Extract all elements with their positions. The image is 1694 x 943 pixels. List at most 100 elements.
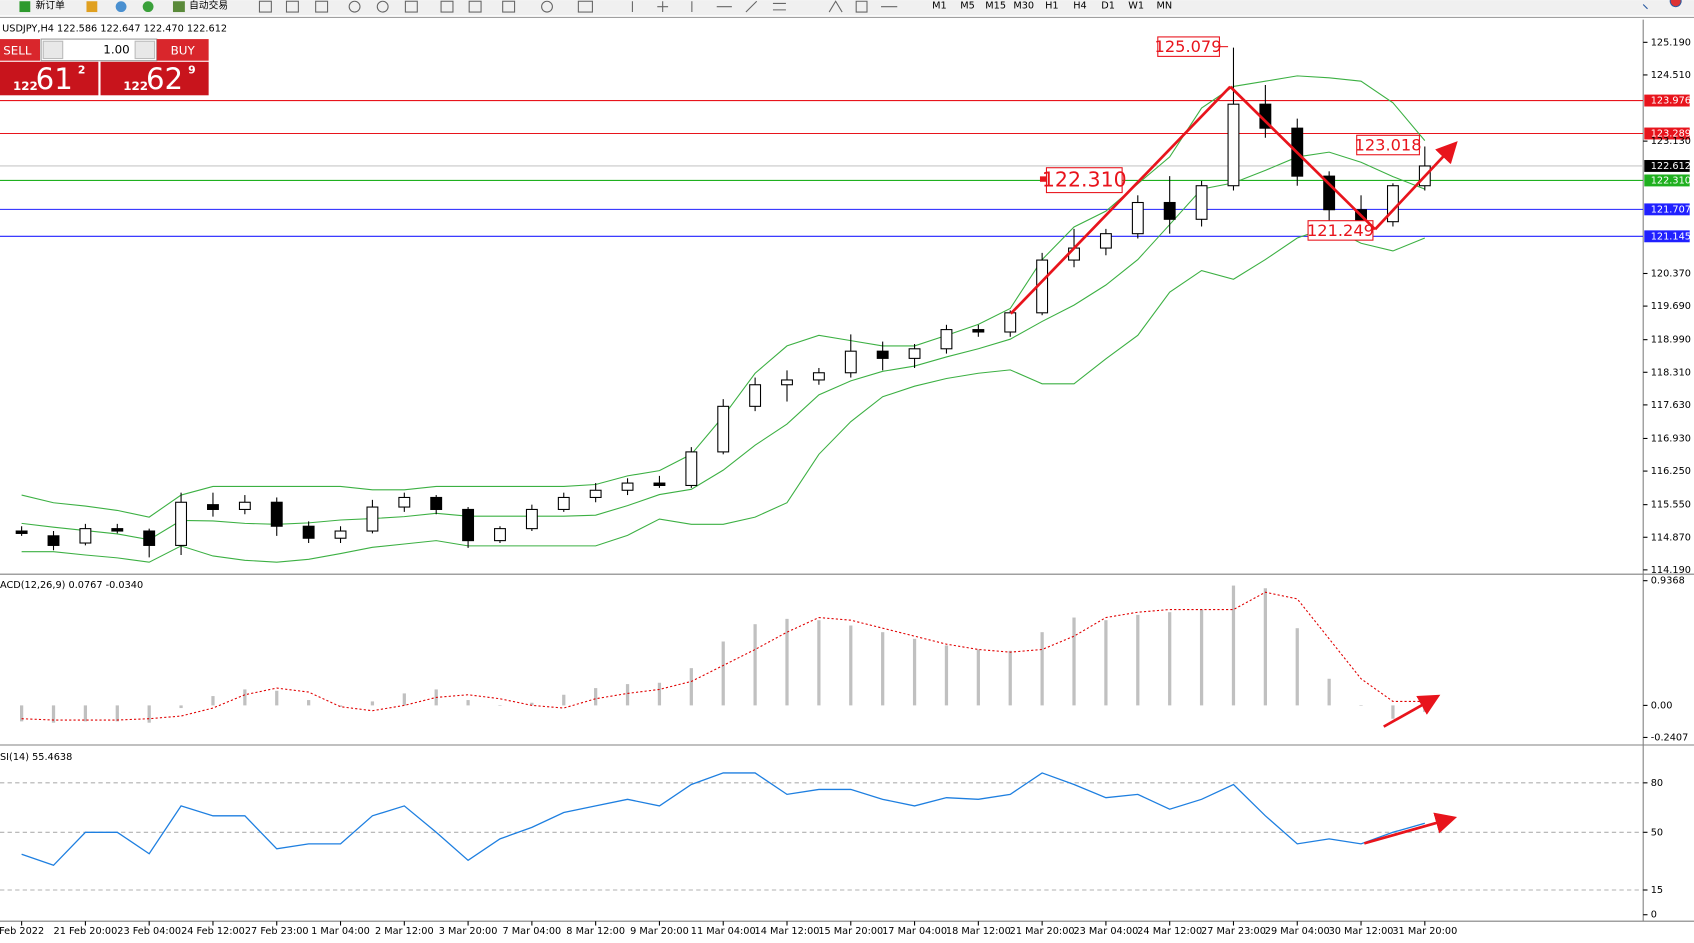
annotation-box <box>1157 36 1220 57</box>
annotation-label: 125.079 <box>1155 37 1222 56</box>
tool-icon[interactable] <box>258 0 272 13</box>
timeframe-button[interactable]: M30 <box>1013 1 1034 12</box>
tool-icon[interactable] <box>86 1 98 13</box>
candle-body <box>812 372 825 381</box>
trend-line <box>1009 85 1232 315</box>
tool-icon[interactable] <box>502 0 516 13</box>
tool-icon[interactable] <box>348 0 361 13</box>
bid-main: 61 <box>36 62 73 96</box>
macd-bar <box>466 700 470 706</box>
candle-body <box>111 528 124 532</box>
macd-bar <box>147 705 151 723</box>
candle-body <box>1099 233 1112 249</box>
candle-body <box>494 528 506 542</box>
candle-body <box>621 482 634 491</box>
y-tick-label: -0.2407 <box>1651 732 1689 743</box>
candle-body <box>1227 103 1240 187</box>
tool-icon[interactable] <box>631 0 898 13</box>
trend-arrow <box>1383 694 1441 728</box>
macd-bar <box>19 705 24 722</box>
x-tick-label: 8 Mar 12:00 <box>566 926 625 937</box>
auto-trade-button[interactable]: 自动交易 <box>189 0 228 12</box>
macd-bar <box>1295 628 1299 706</box>
x-tick-label: 18 Mar 12:00 <box>946 926 1011 937</box>
buy-label[interactable]: BUY <box>171 43 196 57</box>
candle-body <box>844 350 857 374</box>
price-level-tag <box>1644 94 1690 107</box>
bollinger-lower <box>21 226 1426 563</box>
ask-main: 62 <box>146 62 183 96</box>
tool-icon[interactable] <box>541 0 553 13</box>
x-tick-label: 30 Mar 12:00 <box>1329 926 1394 937</box>
timeframe-button[interactable]: M1 <box>932 1 947 12</box>
y-tick-label: 80 <box>1651 778 1663 789</box>
tool-icon[interactable] <box>404 0 418 13</box>
macd-bar <box>1040 632 1044 706</box>
timeframe-button[interactable]: M5 <box>960 1 975 12</box>
tool-icon[interactable] <box>142 1 154 13</box>
timeframe-button[interactable]: D1 <box>1101 1 1115 12</box>
axes: 123.976 123.289 122.612 122.310 121.707 121.1… <box>0 37 1691 937</box>
tool-icon[interactable] <box>285 0 299 13</box>
macd-bar <box>1359 705 1363 706</box>
tool-icon[interactable] <box>577 0 593 13</box>
sell-button[interactable] <box>0 39 40 61</box>
lot-increase[interactable] <box>134 40 156 60</box>
macd-bar <box>657 682 662 706</box>
candle-body <box>1131 201 1144 235</box>
new-order-button[interactable]: 新订单 <box>36 0 65 12</box>
candle-body <box>525 508 538 530</box>
window-icons[interactable] <box>1642 0 1682 10</box>
indicator-panels <box>0 585 1644 891</box>
y-tick-label: 115.550 <box>1651 500 1691 511</box>
annotation-box <box>1045 167 1123 194</box>
timeframe-button[interactable]: H1 <box>1045 1 1059 12</box>
x-tick-label: 31 Mar 20:00 <box>1392 926 1457 937</box>
tool-icon[interactable] <box>376 0 389 13</box>
macd-bar <box>1104 620 1108 706</box>
main-chart <box>0 47 1644 563</box>
macd-bar <box>976 649 980 706</box>
candle-body <box>207 504 219 510</box>
macd-bar <box>1136 614 1140 706</box>
x-tick-label: Feb 2022 <box>0 926 44 937</box>
new-order-icon[interactable] <box>19 1 31 13</box>
candle-body <box>717 405 730 453</box>
timeframe-button[interactable]: MN <box>1156 1 1172 12</box>
buy-button[interactable] <box>156 39 209 61</box>
macd-signal <box>21 591 1425 721</box>
timeframe-button[interactable]: M15 <box>985 1 1006 12</box>
bid-box[interactable] <box>0 61 99 96</box>
y-tick-label: 124.510 <box>1651 70 1691 81</box>
annotation-box <box>1356 134 1420 156</box>
macd-bar <box>785 618 789 706</box>
tool-icon[interactable] <box>440 0 454 13</box>
price-level-label: 121.707 <box>1651 204 1691 215</box>
tool-icon[interactable] <box>468 0 482 13</box>
candle-body <box>972 329 985 333</box>
tool-icon[interactable] <box>315 0 329 13</box>
candle-body <box>876 350 889 359</box>
x-tick-label: 1 Mar 04:00 <box>311 926 370 937</box>
sell-label[interactable]: SELL <box>3 43 32 57</box>
candle-body <box>79 528 92 544</box>
timeframe-button[interactable]: W1 <box>1128 1 1144 12</box>
timeframe-bar: M1 M5 M15 M30 H1 H4 D1 W1 MN <box>932 1 1172 12</box>
candle-body <box>398 496 411 508</box>
auto-trade-icon[interactable] <box>172 1 185 13</box>
candle-body <box>685 451 698 487</box>
timeframe-button[interactable]: H4 <box>1073 1 1087 12</box>
lot-decrease[interactable] <box>42 40 64 60</box>
price-level-label: 121.145 <box>1651 231 1691 242</box>
lot-value[interactable]: 1.00 <box>103 42 129 56</box>
macd-bar <box>307 700 311 706</box>
trend-arrow <box>1363 812 1458 845</box>
x-tick-label: 24 Feb 12:00 <box>181 926 245 937</box>
ask-box[interactable] <box>100 61 209 96</box>
tool-icon[interactable] <box>115 1 127 13</box>
candle-body <box>270 501 283 527</box>
bid-sup: 2 <box>78 63 86 76</box>
x-tick-label: 2 Mar 12:00 <box>375 926 434 937</box>
